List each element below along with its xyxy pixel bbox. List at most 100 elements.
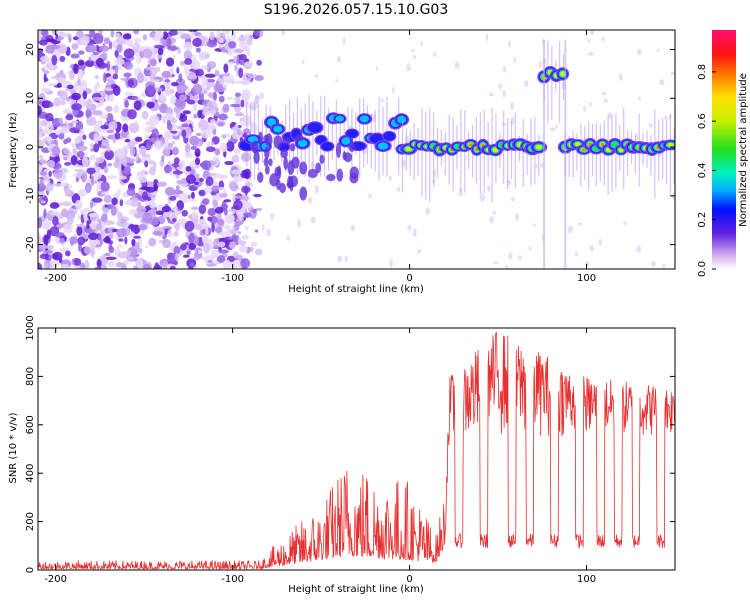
noise-speck xyxy=(154,30,164,39)
noise-speck xyxy=(78,50,85,55)
noise-speck xyxy=(108,230,114,239)
noise-speck xyxy=(70,236,74,247)
noise-speck xyxy=(171,241,178,247)
noise-speck xyxy=(43,259,51,269)
noise-speck xyxy=(180,33,191,40)
noise-speck xyxy=(205,176,214,186)
noise-speck xyxy=(202,106,210,113)
spectrogram-signal xyxy=(237,39,675,269)
noise-speck xyxy=(73,258,82,266)
noise-speck xyxy=(112,85,121,96)
noise-speck xyxy=(99,113,108,120)
noise-speck xyxy=(40,55,51,62)
noise-speck xyxy=(108,242,113,252)
noise-speck xyxy=(250,241,258,247)
noise-speck xyxy=(123,61,134,70)
noise-speck xyxy=(83,246,92,255)
noise-speck xyxy=(100,124,110,130)
noise-speck xyxy=(164,79,171,83)
noise-speck xyxy=(177,192,188,200)
colorbar-tick-label: 0.4 xyxy=(697,162,708,178)
noise-speck xyxy=(114,161,121,168)
noise-speck xyxy=(116,219,128,227)
noise-speck xyxy=(55,129,61,136)
noise-speck xyxy=(623,222,627,226)
noise-speck xyxy=(166,258,176,263)
noise-speck xyxy=(498,83,503,90)
noise-speck xyxy=(62,78,67,89)
noise-speck xyxy=(122,123,129,133)
noise-speck xyxy=(588,51,594,56)
noise-speck xyxy=(71,143,76,148)
noise-speck xyxy=(127,224,139,230)
noise-speck xyxy=(179,243,187,251)
noise-speck xyxy=(234,64,238,70)
noise-speck xyxy=(266,228,271,237)
noise-speck xyxy=(133,30,140,35)
noise-speck xyxy=(493,261,498,265)
noise-speck xyxy=(62,148,70,155)
noise-speck xyxy=(100,213,108,222)
signal-blob xyxy=(280,148,288,159)
noise-speck xyxy=(253,193,262,198)
noise-speck xyxy=(43,234,49,246)
noise-speck xyxy=(134,136,143,142)
noise-speck xyxy=(672,192,675,201)
noise-speck xyxy=(106,129,115,134)
noise-speck xyxy=(209,31,215,41)
signal-blob xyxy=(343,152,353,163)
noise-speck xyxy=(219,74,224,79)
noise-speck xyxy=(142,48,153,59)
noise-speck xyxy=(236,54,240,66)
noise-speck xyxy=(207,100,218,111)
x-tick-label: 0 xyxy=(406,574,412,585)
noise-speck xyxy=(567,225,573,234)
noise-speck xyxy=(194,173,200,178)
noise-speck xyxy=(48,170,52,177)
noise-speck xyxy=(83,207,94,213)
noise-speck xyxy=(206,40,218,48)
signal-blob xyxy=(405,146,413,152)
noise-speck xyxy=(492,211,497,215)
noise-speck xyxy=(214,206,224,214)
noise-speck xyxy=(188,30,198,33)
noise-speck xyxy=(184,220,195,232)
noise-speck xyxy=(73,264,81,269)
signal-blob xyxy=(335,142,342,158)
colorbar-tick-label: 0.0 xyxy=(697,261,708,277)
noise-speck xyxy=(102,53,108,57)
signal-blob xyxy=(287,160,295,175)
noise-speck xyxy=(73,63,79,75)
noise-speck xyxy=(77,188,87,198)
noise-speck xyxy=(117,211,123,221)
noise-speck xyxy=(80,35,90,46)
noise-speck xyxy=(188,198,197,202)
noise-speck xyxy=(124,138,131,143)
noise-speck xyxy=(239,40,248,49)
noise-speck xyxy=(170,118,178,124)
noise-speck xyxy=(502,90,506,98)
signal-blob xyxy=(348,141,356,153)
signal-blob xyxy=(326,173,336,182)
noise-speck xyxy=(607,112,613,119)
noise-speck xyxy=(233,199,243,211)
signal-blob xyxy=(283,156,288,170)
noise-speck xyxy=(126,249,131,257)
noise-speck xyxy=(174,205,178,217)
noise-speck xyxy=(216,30,221,39)
noise-speck xyxy=(245,182,253,187)
noise-speck xyxy=(141,191,149,200)
noise-speck xyxy=(128,122,140,134)
noise-speck xyxy=(187,99,196,105)
snr-y-label: SNR (10 * v/v) xyxy=(8,412,19,483)
noise-speck xyxy=(141,154,152,166)
signal-blob xyxy=(341,137,351,146)
snr-x-label: Height of straight line (km) xyxy=(288,584,424,595)
signal-blob xyxy=(299,186,308,201)
noise-speck xyxy=(176,166,186,171)
signal-blob xyxy=(279,182,287,194)
signal-blob xyxy=(264,146,270,160)
snr-frame xyxy=(37,327,676,571)
noise-speck xyxy=(169,95,177,105)
noise-speck xyxy=(77,145,88,152)
